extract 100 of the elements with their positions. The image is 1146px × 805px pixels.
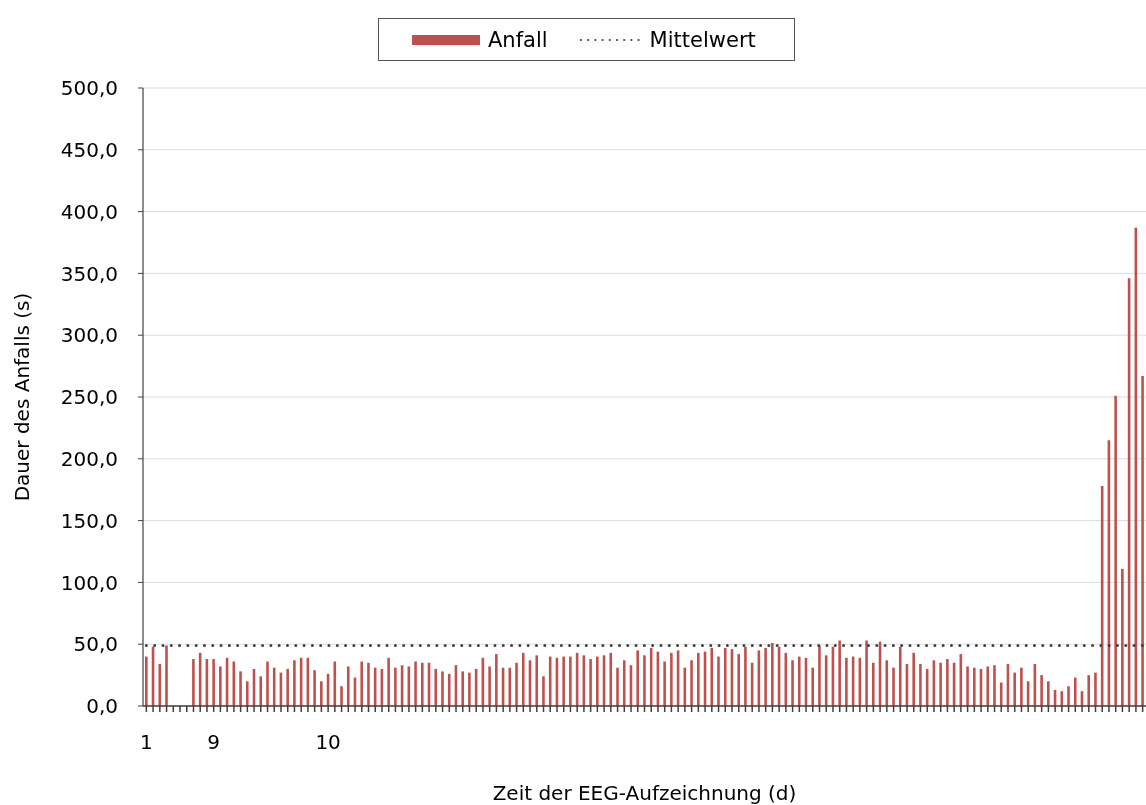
legend-label: Anfall (488, 27, 548, 52)
bar (535, 655, 539, 706)
bar (259, 676, 263, 706)
bar (1121, 568, 1124, 706)
legend-label: Mittelwert (649, 27, 756, 52)
bar (239, 671, 242, 706)
bar (1047, 681, 1050, 706)
bar (158, 663, 162, 706)
y-tick-label: 100,0 (60, 570, 118, 595)
y-tick-label: 150,0 (60, 508, 118, 533)
bar (333, 661, 337, 706)
bar (811, 667, 815, 706)
bar (286, 668, 289, 706)
bar (898, 646, 902, 706)
bar (1114, 395, 1117, 706)
bar (1073, 677, 1077, 706)
bar (622, 660, 626, 706)
bar (434, 668, 438, 706)
bar (441, 671, 444, 706)
bar (939, 662, 942, 706)
bar (818, 645, 821, 706)
y-axis-title: Dauer des Anfalls (s) (10, 292, 34, 502)
bar (986, 666, 990, 706)
bar (966, 666, 969, 706)
bar (609, 652, 613, 706)
bar (771, 642, 774, 706)
bar (892, 667, 895, 706)
bar (972, 667, 976, 706)
bar (643, 655, 646, 706)
bar (219, 666, 222, 706)
bar (414, 661, 417, 706)
bar (468, 672, 471, 706)
bar (865, 640, 868, 706)
bar (845, 657, 848, 706)
y-tick-label: 500,0 (60, 76, 118, 101)
bar (919, 663, 922, 706)
bar (737, 654, 740, 706)
bar (192, 659, 195, 706)
bar (461, 671, 464, 706)
y-tick-label: 400,0 (60, 199, 118, 224)
bar (993, 665, 996, 706)
bar (1060, 691, 1064, 706)
bar (360, 661, 364, 706)
bar (596, 656, 599, 706)
bar (394, 667, 397, 706)
bar (710, 647, 714, 706)
bar (515, 662, 518, 706)
bar (495, 654, 498, 706)
bar (764, 647, 767, 706)
bar (885, 660, 889, 706)
bar (717, 656, 720, 706)
bar (420, 662, 424, 706)
bar (912, 652, 915, 706)
bar (1094, 672, 1097, 706)
bar (320, 681, 323, 706)
bar (387, 657, 390, 706)
bar (1013, 672, 1016, 706)
bar (562, 656, 565, 706)
x-tick-label: 9 (207, 730, 221, 755)
bar (1040, 675, 1043, 706)
bar (744, 646, 747, 706)
bar (797, 656, 801, 706)
bar (1141, 375, 1144, 706)
bar (293, 660, 296, 706)
bar (367, 662, 370, 706)
bar (447, 673, 451, 706)
bar (1020, 667, 1023, 706)
bar (616, 667, 619, 706)
x-axis-title: Zeit der EEG-Aufzeichnung (d) (491, 781, 798, 805)
y-tick-label: 350,0 (60, 261, 118, 286)
y-tick-label: 300,0 (60, 323, 118, 348)
bar (521, 652, 525, 706)
x-tick-label: 1 (140, 730, 153, 755)
bar (346, 666, 350, 706)
y-tick-label: 0,0 (86, 694, 118, 719)
bar (696, 652, 700, 706)
bar (340, 686, 343, 706)
bar (690, 660, 693, 706)
y-tick-label: 250,0 (60, 385, 118, 410)
bar (636, 650, 639, 706)
bar (589, 659, 592, 706)
y-tick-label: 50,0 (73, 632, 118, 657)
bar (872, 662, 875, 706)
y-tick-label: 200,0 (60, 446, 118, 471)
bar (212, 659, 215, 706)
bar (488, 666, 491, 706)
bar (165, 645, 168, 706)
x-tick-label: 10 (315, 730, 341, 755)
bar (266, 661, 269, 706)
bar (1087, 675, 1091, 706)
bar (542, 676, 545, 706)
bar (784, 652, 788, 706)
bar (663, 661, 666, 706)
bar (723, 647, 727, 706)
bar (1067, 686, 1070, 706)
bar (791, 660, 794, 706)
bar (313, 670, 316, 706)
bar (145, 656, 148, 706)
bar (569, 656, 572, 706)
bar (670, 652, 673, 706)
